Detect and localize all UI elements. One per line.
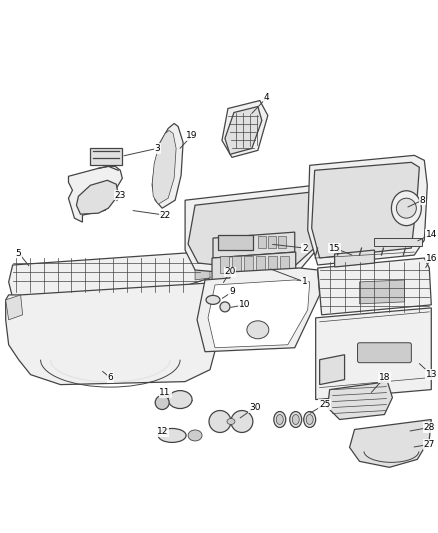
Polygon shape [318,258,431,315]
Bar [90,148,122,165]
Bar [268,256,277,273]
Circle shape [209,410,231,432]
Text: 11: 11 [159,388,171,397]
Ellipse shape [158,429,186,442]
Bar [232,256,241,273]
Polygon shape [188,192,321,272]
Text: 4: 4 [264,93,270,102]
Polygon shape [6,283,220,385]
Bar [218,268,236,276]
Text: 19: 19 [186,131,198,140]
Bar [280,256,289,273]
Polygon shape [320,355,345,385]
Polygon shape [212,252,296,282]
Text: 13: 13 [426,370,437,379]
Ellipse shape [304,411,316,427]
Text: 28: 28 [424,423,435,432]
Ellipse shape [306,415,313,424]
Polygon shape [350,419,431,467]
Bar [374,238,422,246]
Bar [244,256,253,273]
Polygon shape [328,382,392,419]
Polygon shape [222,101,268,157]
Ellipse shape [276,415,283,424]
Polygon shape [6,295,23,320]
Text: 22: 22 [159,211,171,220]
Text: 14: 14 [426,230,437,239]
Text: 6: 6 [107,373,113,382]
Text: 27: 27 [424,440,435,449]
Text: 12: 12 [156,427,168,436]
Polygon shape [185,185,330,278]
Ellipse shape [392,191,421,225]
Bar [220,256,229,273]
Ellipse shape [155,395,169,409]
Ellipse shape [247,321,269,339]
Polygon shape [152,131,176,204]
Bar [218,235,253,250]
Text: 10: 10 [239,301,251,309]
Text: 25: 25 [319,400,330,409]
Polygon shape [335,250,374,267]
Polygon shape [225,107,262,155]
Ellipse shape [188,430,202,441]
Text: 8: 8 [420,196,425,205]
Ellipse shape [227,418,235,424]
Text: 30: 30 [249,403,261,412]
Polygon shape [213,232,295,258]
Polygon shape [68,166,122,222]
Text: 9: 9 [229,287,235,296]
Polygon shape [208,280,310,348]
Polygon shape [312,163,419,258]
Polygon shape [360,280,404,304]
Circle shape [396,198,417,218]
Ellipse shape [274,411,286,427]
Polygon shape [77,180,118,214]
FancyBboxPatch shape [357,343,411,362]
Bar [278,236,286,248]
Polygon shape [197,268,320,352]
Ellipse shape [292,415,299,424]
Polygon shape [9,253,210,298]
Ellipse shape [290,411,302,427]
Circle shape [231,410,253,432]
Text: 18: 18 [379,373,390,382]
Ellipse shape [168,391,192,408]
Bar [268,236,276,248]
Ellipse shape [206,295,220,304]
Text: 1: 1 [302,278,307,286]
Text: 5: 5 [16,248,21,257]
Text: 15: 15 [329,244,340,253]
Bar [280,268,298,276]
Circle shape [220,302,230,312]
Text: 23: 23 [115,191,126,200]
Polygon shape [152,124,183,208]
Bar [258,236,266,248]
Text: 16: 16 [426,254,437,263]
Polygon shape [195,256,210,280]
Bar [256,256,265,273]
Polygon shape [307,155,427,265]
Text: 3: 3 [154,144,160,153]
Text: 20: 20 [224,268,236,277]
Text: 2: 2 [302,244,307,253]
Polygon shape [316,308,431,400]
